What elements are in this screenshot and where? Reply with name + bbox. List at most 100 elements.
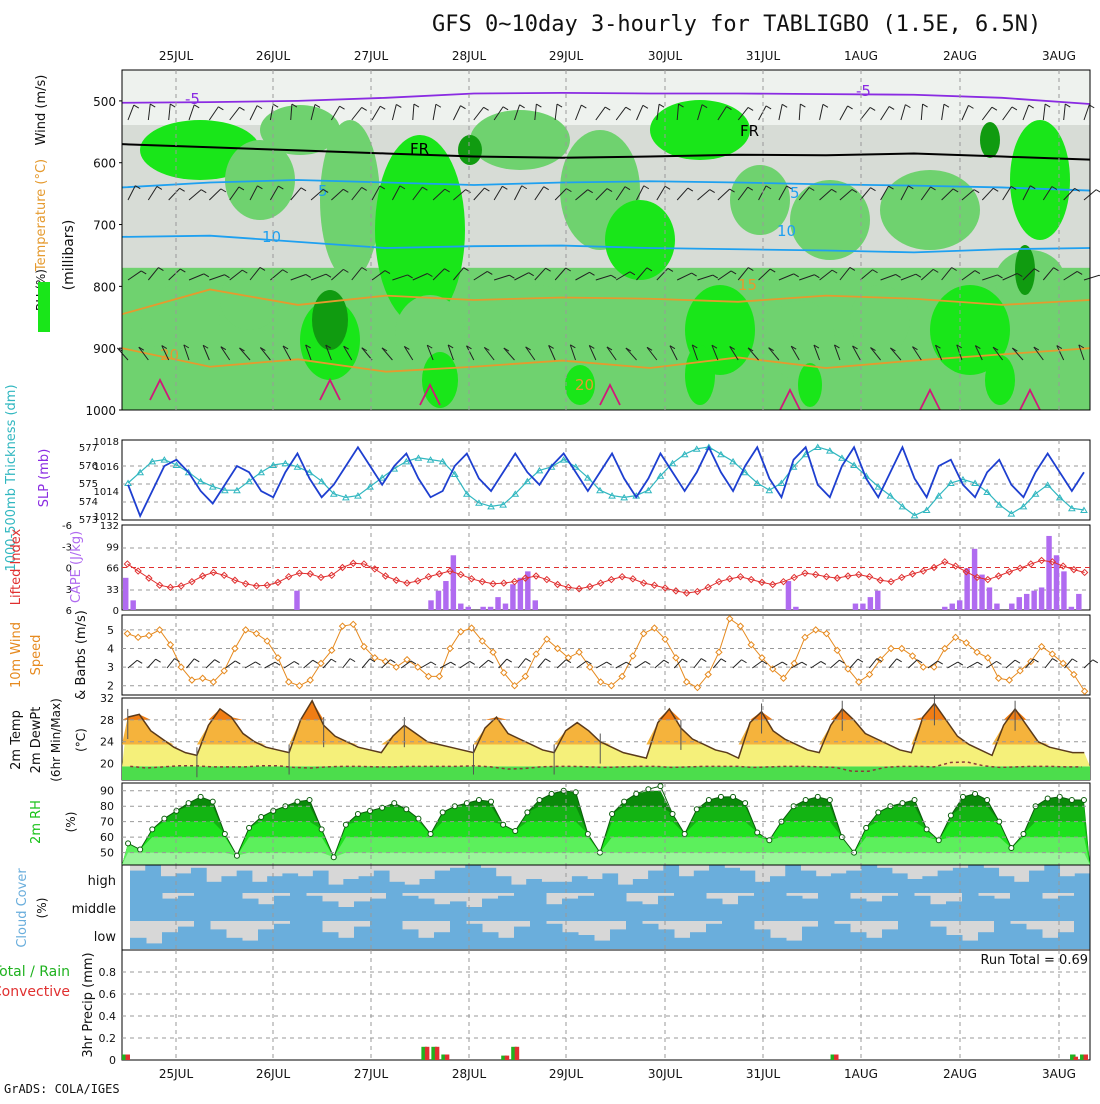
thickness-point — [1055, 493, 1064, 501]
rh2m-point — [645, 786, 652, 793]
top-date-tick-30JUL: 30JUL — [648, 49, 683, 63]
cloud-low-bar — [866, 937, 883, 949]
lifted-index-point — [887, 577, 895, 586]
contour-label-2: FR — [410, 140, 429, 158]
upper-wind-barb-flag — [565, 267, 571, 272]
upper-wind-barb — [259, 347, 271, 361]
upper-wind-barb — [870, 347, 881, 361]
surface-wind-barb — [166, 658, 180, 669]
wind-speed-point — [198, 674, 207, 682]
rh2m-point — [923, 826, 930, 833]
wind-tick-3: 5 — [107, 624, 114, 637]
upper-wind-barb-shaft — [525, 346, 536, 361]
upper-wind-barb — [615, 186, 631, 201]
upper-wind-barb — [981, 106, 998, 121]
upper-wind-barb — [403, 345, 414, 361]
cloud-high-bar — [724, 867, 741, 893]
thickness-point — [1031, 490, 1040, 497]
upper-wind-barb-shaft — [127, 185, 136, 201]
upper-wind-barb-shaft — [819, 269, 833, 281]
upper-wind-barb-shaft — [758, 268, 771, 281]
lifted-index-point — [532, 572, 540, 580]
thickness-point — [511, 490, 520, 497]
rh2m-point — [717, 793, 724, 800]
rh2m-point — [488, 798, 495, 805]
cape-bar — [487, 606, 494, 610]
precip-rain-bar — [441, 1054, 447, 1060]
cloud-high-bar — [450, 867, 466, 893]
upper-wind-barb — [833, 344, 841, 361]
thickness-point — [717, 450, 725, 458]
upper-wind-barb — [351, 107, 367, 121]
surface-wind-barb-flag — [977, 661, 983, 666]
cape-tick-4: 132 — [100, 521, 119, 532]
upper-wind-barb-flag — [260, 347, 266, 351]
upper-wind-barb — [473, 187, 490, 201]
lifted-index-point — [317, 573, 325, 582]
upper-wind-barb-flag — [747, 186, 754, 191]
upper-wind-barb-shaft — [656, 104, 660, 121]
upper-wind-barb — [1042, 267, 1059, 281]
cloud-low-bar — [306, 921, 323, 949]
upper-wind-barb — [229, 106, 245, 121]
wind-speed-point — [747, 641, 755, 649]
surface-wind-barb-shaft — [791, 661, 803, 669]
upper-wind-barb-flag — [943, 103, 950, 108]
cloud-high-bar — [1013, 881, 1030, 893]
upper-wind-barb-flag — [747, 107, 754, 111]
upper-wind-barb-shaft — [961, 189, 975, 201]
thickness-point — [475, 499, 483, 506]
precip-rain-bar — [1080, 1054, 1086, 1060]
thickness-point — [922, 506, 931, 513]
upper-wind-barb-shaft — [310, 273, 327, 281]
surface-wind-barb-shaft — [225, 660, 236, 669]
upper-wind-barb-shaft — [209, 274, 225, 281]
slp-line — [127, 444, 1085, 519]
upper-wind-barb — [636, 104, 649, 121]
surface-wind-barb — [147, 658, 161, 669]
lifted-index-point — [424, 573, 433, 581]
surface-wind-barb-shaft — [771, 661, 783, 669]
upper-wind-barb-shaft — [188, 273, 204, 281]
upper-wind-barb-flag — [1078, 344, 1085, 349]
upper-wind-barb-flag — [643, 185, 650, 190]
upper-wind-barb — [758, 105, 772, 121]
upper-wind-barb-shaft — [636, 185, 645, 201]
upper-wind-barb-flag — [1029, 185, 1036, 190]
wind-speed-point — [220, 667, 228, 675]
upper-wind-barb-flag — [519, 104, 525, 109]
rh-moist-layer — [122, 267, 1090, 410]
surface-wind-barb-flag — [136, 659, 143, 664]
cloud-middle-bar — [386, 893, 403, 921]
cloud-middle-bar — [546, 904, 563, 921]
upper-wind-barb-flag — [502, 185, 508, 190]
cloud-high-bar — [419, 879, 436, 893]
upper-wind-barb-flag — [952, 188, 959, 193]
cloud-low-bar — [754, 929, 771, 949]
rh2m-point — [863, 824, 870, 831]
upper-wind-barb-flag — [1034, 268, 1040, 273]
upper-wind-barb-flag — [339, 105, 345, 110]
surface-wind-barb-shaft — [576, 660, 587, 669]
upper-wind-barb-shaft — [934, 345, 943, 361]
upper-wind-barb-shaft — [859, 269, 873, 281]
upper-wind-barb-flag — [847, 105, 853, 110]
bottom-date-tick-27JUL: 27JUL — [354, 1067, 389, 1081]
surface-wind-barb — [322, 658, 337, 669]
cloud-middle-bar — [658, 895, 675, 921]
cloud-middle-bar — [1074, 893, 1091, 921]
surface-wind-barb — [205, 659, 220, 669]
wind-speed-point — [865, 670, 874, 679]
upper-wind-barb — [595, 106, 611, 121]
upper-wind-barb — [790, 345, 800, 361]
upper-wind-barb-shaft — [1042, 104, 1046, 121]
upper-wind-barb-shaft — [956, 344, 963, 361]
upper-wind-barb-shaft — [351, 267, 363, 281]
slp-tick-0: 1012 — [94, 512, 119, 523]
upper-wind-barb — [290, 187, 307, 201]
upper-wind-barb-flag — [834, 344, 840, 349]
cloud-low-bar — [786, 940, 803, 949]
upper-wind-barb-shaft — [595, 274, 612, 281]
wind-speed-point — [489, 648, 497, 656]
upper-wind-barb-flag — [1012, 347, 1018, 352]
